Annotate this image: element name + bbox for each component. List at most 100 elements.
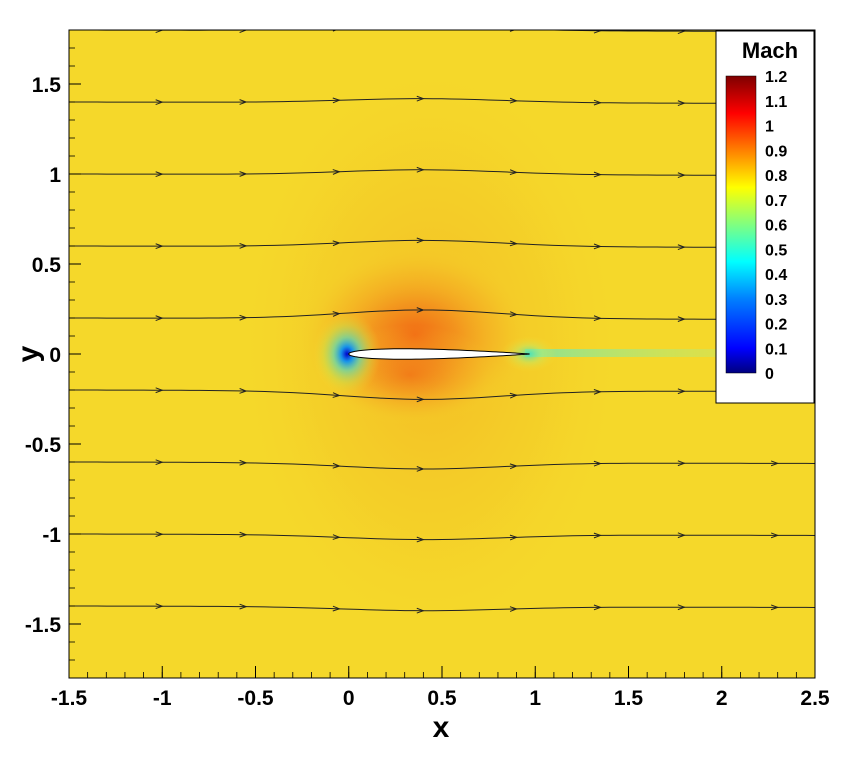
streamline-arrow <box>155 387 164 394</box>
streamline-arrow <box>239 99 248 105</box>
streamline-arrow <box>593 460 602 467</box>
streamline-arrow <box>677 100 686 107</box>
streamline-arrow <box>416 30 418 31</box>
streamline-arrow <box>770 604 780 611</box>
streamline <box>69 169 815 176</box>
streamline-arrow <box>239 459 248 466</box>
streamline-arrow <box>593 532 602 539</box>
y-tick-label: -1.5 <box>25 614 62 637</box>
x-tick-label: 1 <box>529 687 541 710</box>
colorbar-label: 1.2 <box>765 69 787 86</box>
colorbar-label: 1.1 <box>765 94 787 111</box>
streamline-arrow <box>332 240 341 247</box>
streamline-arrow <box>593 30 602 34</box>
colorbar-label: 0.1 <box>765 341 787 358</box>
streamline-arrow <box>239 531 248 538</box>
wake-region <box>525 349 815 357</box>
y-tick-label: -1 <box>42 524 61 547</box>
streamline-arrow <box>677 316 686 322</box>
streamline-arrow <box>332 605 341 612</box>
streamline-arrow <box>593 171 602 178</box>
streamline-arrow <box>239 171 248 177</box>
streamline-arrow <box>677 30 686 35</box>
colorbar-label: 0.3 <box>765 292 787 309</box>
streamline-arrow <box>416 607 425 614</box>
streamline-arrow <box>593 243 602 250</box>
streamline-arrow <box>509 97 519 104</box>
streamline-arrow <box>593 388 602 395</box>
streamline-arrow <box>509 240 519 247</box>
streamline-arrow <box>155 315 164 322</box>
x-tick-label: 2 <box>716 687 728 710</box>
colorbar-labels: 1.2 1.1 1 0.9 0.8 0.7 0.6 0.5 0.4 0.3 0.2 0.1 0 <box>765 69 787 383</box>
streamline-arrow <box>677 172 686 179</box>
colorbar-label: 0.8 <box>765 168 787 185</box>
y-axis-title: y <box>12 345 45 362</box>
colorbar-label: 0.2 <box>765 317 787 334</box>
x-tick-label: -0.5 <box>237 687 274 710</box>
streamline-arrow <box>155 603 164 610</box>
streamline-arrow <box>155 243 164 250</box>
streamline-arrow <box>770 460 780 467</box>
streamline <box>69 533 815 541</box>
streamline-arrow <box>239 603 248 610</box>
x-axis-ticks: -1.5 -1 -0.5 0 0.5 1 1.5 2 2.5 <box>51 666 830 710</box>
streamline <box>69 98 815 104</box>
streamline-arrow <box>509 463 519 470</box>
streamline-arrow <box>239 388 248 394</box>
streamline-arrow <box>677 604 686 611</box>
streamline <box>69 309 815 320</box>
x-axis-title: x <box>433 711 450 744</box>
streamline-arrow <box>155 171 164 178</box>
streamline-arrow <box>332 311 341 317</box>
streamline-arrow <box>677 244 686 251</box>
y-tick-label: 0.5 <box>32 254 62 277</box>
streamline-arrow <box>677 532 686 539</box>
streamline <box>69 239 815 248</box>
streamline-arrow <box>677 460 686 467</box>
x-tick-label: -1 <box>153 687 172 710</box>
streamline-arrow <box>416 307 425 313</box>
streamline-arrow <box>593 604 602 611</box>
streamline-arrow <box>155 459 164 466</box>
colorbar <box>725 75 757 374</box>
streamline-arrow <box>509 392 519 399</box>
streamline-arrow <box>155 531 164 538</box>
mach-legend: Mach 1.2 1.1 1 0.9 0.8 0.7 0.6 0.5 0.4 0.3 0.2 0.1 0 <box>715 30 815 404</box>
streamline-arrow <box>155 99 164 106</box>
streamline-arrow <box>332 534 341 540</box>
legend-title: Mach <box>742 38 798 63</box>
streamline <box>69 389 815 400</box>
streamline-arrow <box>416 95 425 102</box>
streamline-arrow <box>509 30 516 32</box>
colorbar-label: 0.6 <box>765 218 787 235</box>
colorbar-label: 0.7 <box>765 193 787 210</box>
streamline-arrow <box>416 396 425 403</box>
streamline-arrow <box>509 311 519 317</box>
streamline-arrow <box>416 237 425 244</box>
streamline-arrow <box>593 315 602 322</box>
x-tick-label: 0 <box>343 687 355 710</box>
x-tick-label: -1.5 <box>51 687 88 710</box>
streamline-arrow <box>239 314 248 321</box>
stagnation-region <box>313 312 381 396</box>
colorbar-label: 0.5 <box>765 242 787 259</box>
x-tick-label: 0.5 <box>427 687 457 710</box>
airfoil-shape <box>348 348 530 360</box>
y-tick-label: 1 <box>49 164 61 187</box>
streamline-arrow <box>332 97 341 104</box>
colorbar-label: 0.9 <box>765 143 787 160</box>
streamline-arrow <box>677 388 686 395</box>
y-tick-label: 0 <box>49 344 61 367</box>
streamline-arrow <box>770 532 780 539</box>
streamline-arrow <box>332 462 341 469</box>
colorbar-label: 0 <box>765 366 774 383</box>
streamline-arrow <box>593 99 602 106</box>
y-tick-label: -0.5 <box>25 434 62 457</box>
streamline <box>69 605 815 612</box>
streamline-arrow <box>416 466 425 472</box>
y-tick-label: 1.5 <box>32 74 62 97</box>
streamline-arrow <box>332 169 341 175</box>
colorbar-label: 0.4 <box>765 267 787 284</box>
